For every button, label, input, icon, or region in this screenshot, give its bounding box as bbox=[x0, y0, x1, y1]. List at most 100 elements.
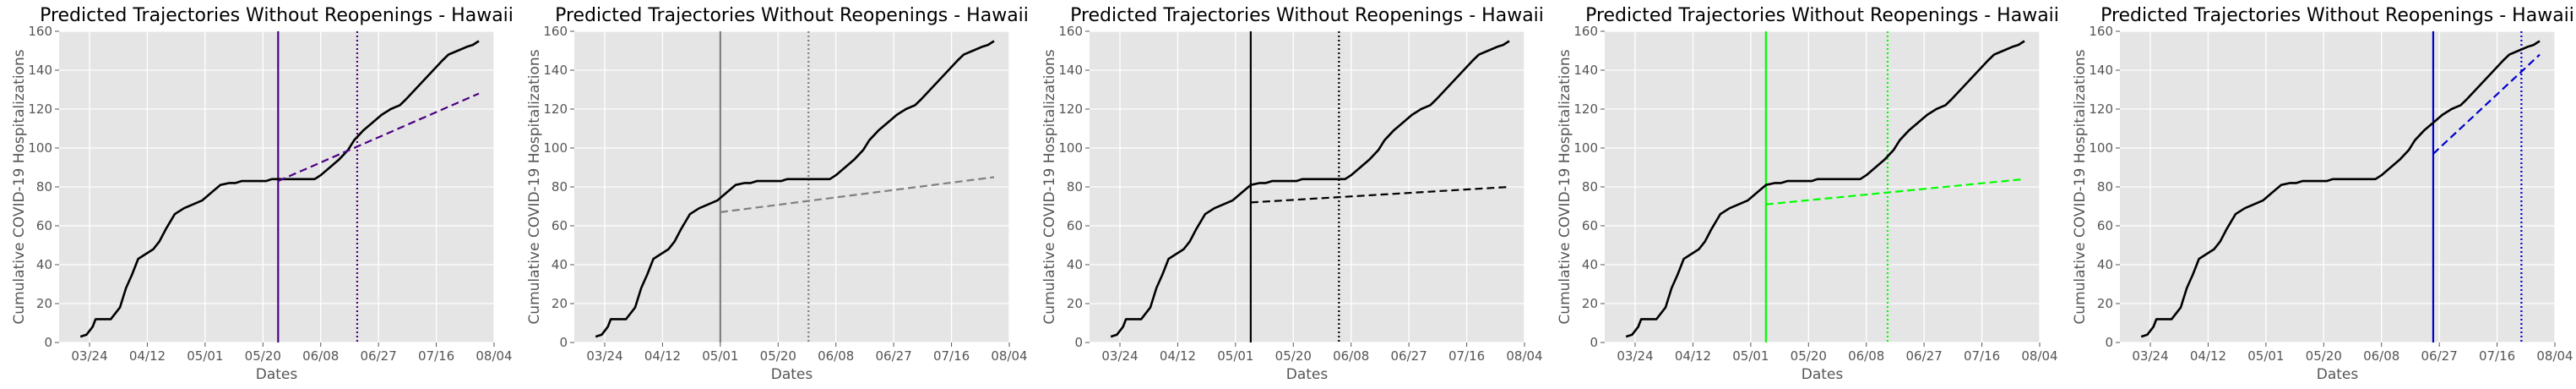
x-tick-label: 03/24 bbox=[71, 348, 107, 364]
y-tick-label: 120 bbox=[543, 101, 568, 117]
x-tick-label: 06/08 bbox=[2363, 348, 2399, 364]
chart-title: Predicted Trajectories Without Reopening… bbox=[2100, 5, 2574, 26]
y-tick-label: 100 bbox=[543, 140, 568, 156]
y-tick-label: 60 bbox=[552, 218, 568, 233]
gridlines bbox=[2120, 30, 2556, 343]
x-tick-label: 05/01 bbox=[187, 348, 223, 364]
y-axis-label: Cumulative COVID-19 Hospitalizations bbox=[526, 49, 543, 324]
y-tick-label: 40 bbox=[2097, 257, 2113, 272]
predicted-line bbox=[720, 176, 995, 213]
y-tick-label: 140 bbox=[2089, 63, 2113, 78]
x-tick-label: 05/20 bbox=[1791, 348, 1827, 364]
x-tick-label: 08/04 bbox=[2021, 348, 2057, 364]
y-tick-label: 140 bbox=[28, 63, 52, 78]
x-tick-label: 06/27 bbox=[1906, 348, 1943, 364]
predicted-line bbox=[1250, 185, 1510, 204]
x-tick-label: 06/27 bbox=[2421, 348, 2458, 364]
panel-1: 0 20 40 60 80 100 120 140 160 03/24 04/12 05/01 05/2… bbox=[11, 5, 514, 383]
y-tick-label: 0 bbox=[44, 335, 52, 350]
y-tick-label: 120 bbox=[1058, 101, 1083, 117]
y-tick-label: 20 bbox=[36, 296, 52, 311]
y-tick-label: 120 bbox=[1573, 101, 1598, 117]
x-tick-label: 04/12 bbox=[1160, 348, 1196, 364]
x-tick-label: 04/12 bbox=[1675, 348, 1711, 364]
x-tick-label: 05/20 bbox=[245, 348, 281, 364]
x-tick-label: 05/20 bbox=[760, 348, 796, 364]
x-axis-label: Dates bbox=[2317, 366, 2359, 383]
y-tick-label: 100 bbox=[2089, 140, 2113, 156]
predicted-line bbox=[277, 92, 480, 183]
y-tick-label: 20 bbox=[1067, 296, 1083, 311]
x-tick-label: 07/16 bbox=[933, 348, 970, 364]
y-tick-label: 100 bbox=[28, 140, 52, 156]
x-tick-label: 06/27 bbox=[361, 348, 397, 364]
x-tick-label: 05/20 bbox=[1275, 348, 1312, 364]
x-tick-label: 05/01 bbox=[702, 348, 738, 364]
x-tick-label: 03/24 bbox=[1617, 348, 1653, 364]
gridlines bbox=[1605, 30, 2041, 343]
y-tick-label: 40 bbox=[36, 257, 52, 272]
x-tick-label: 03/24 bbox=[586, 348, 622, 364]
y-tick-label: 140 bbox=[1573, 63, 1598, 78]
x-tick-label: 07/16 bbox=[418, 348, 454, 364]
x-axis-label: Dates bbox=[771, 366, 813, 383]
y-tick-label: 40 bbox=[1582, 257, 1598, 272]
x-tick-label: 04/12 bbox=[129, 348, 166, 364]
panel-2: 0 20 40 60 80 100 120 140 160 03/24 04/12 05/01 05/2… bbox=[526, 5, 1029, 383]
x-tick-label: 06/27 bbox=[1391, 348, 1427, 364]
y-tick-label: 0 bbox=[559, 335, 568, 350]
chart-title: Predicted Trajectories Without Reopening… bbox=[555, 5, 1029, 26]
y-tick-label: 40 bbox=[1067, 257, 1083, 272]
y-tick-label: 160 bbox=[28, 24, 52, 39]
y-axis-label: Cumulative COVID-19 Hospitalizations bbox=[1557, 49, 1573, 324]
x-tick-label: 03/24 bbox=[2132, 348, 2168, 364]
gridlines bbox=[59, 30, 495, 343]
x-tick-label: 07/16 bbox=[1964, 348, 2000, 364]
chart-title: Predicted Trajectories Without Reopening… bbox=[1070, 5, 1544, 26]
predicted-line bbox=[1765, 178, 2025, 205]
x-tick-label: 03/24 bbox=[1101, 348, 1138, 364]
observed-line bbox=[1625, 40, 2025, 338]
y-tick-label: 100 bbox=[1058, 140, 1083, 156]
y-tick-label: 60 bbox=[1067, 218, 1083, 233]
x-tick-label: 05/01 bbox=[1217, 348, 1253, 364]
y-tick-label: 20 bbox=[2097, 296, 2113, 311]
observed-line bbox=[1110, 40, 1510, 338]
panel-5: 0 20 40 60 80 100 120 140 160 03/24 04/12 05/01 05/2… bbox=[2072, 5, 2574, 383]
x-tick-label: 06/08 bbox=[1333, 348, 1369, 364]
x-tick-label: 08/04 bbox=[2536, 348, 2573, 364]
observed-line bbox=[79, 40, 480, 338]
x-tick-label: 07/16 bbox=[1448, 348, 1485, 364]
y-tick-label: 0 bbox=[1590, 335, 1598, 350]
y-tick-label: 160 bbox=[1573, 24, 1598, 39]
y-tick-label: 140 bbox=[1058, 63, 1083, 78]
y-tick-label: 140 bbox=[543, 63, 568, 78]
x-tick-label: 05/20 bbox=[2306, 348, 2342, 364]
y-tick-label: 60 bbox=[2097, 218, 2113, 233]
observed-line bbox=[595, 40, 995, 338]
y-tick-label: 40 bbox=[552, 257, 568, 272]
x-tick-label: 04/12 bbox=[2190, 348, 2226, 364]
y-tick-label: 0 bbox=[1074, 335, 1083, 350]
y-tick-label: 60 bbox=[36, 218, 52, 233]
x-tick-label: 06/08 bbox=[302, 348, 339, 364]
y-tick-label: 160 bbox=[1058, 24, 1083, 39]
x-tick-label: 04/12 bbox=[644, 348, 681, 364]
panel-4: 0 20 40 60 80 100 120 140 160 03/24 04/12 05/01 05/2… bbox=[1557, 5, 2059, 383]
y-tick-label: 80 bbox=[552, 179, 568, 194]
x-tick-label: 06/27 bbox=[876, 348, 912, 364]
x-axis-label: Dates bbox=[1286, 366, 1329, 383]
y-tick-label: 160 bbox=[543, 24, 568, 39]
y-axis-label: Cumulative COVID-19 Hospitalizations bbox=[1041, 49, 1058, 324]
predicted-line bbox=[2432, 53, 2541, 155]
y-tick-label: 100 bbox=[1573, 140, 1598, 156]
y-tick-label: 20 bbox=[552, 296, 568, 311]
y-tick-label: 0 bbox=[2105, 335, 2113, 350]
gridlines bbox=[1090, 30, 1525, 343]
x-tick-label: 06/08 bbox=[1848, 348, 1884, 364]
y-tick-label: 120 bbox=[2089, 101, 2113, 117]
panel-3: 0 20 40 60 80 100 120 140 160 03/24 04/12 05/01 05/2… bbox=[1041, 5, 1544, 383]
y-axis-label: Cumulative COVID-19 Hospitalizations bbox=[2072, 49, 2089, 324]
x-tick-label: 05/01 bbox=[1732, 348, 1769, 364]
